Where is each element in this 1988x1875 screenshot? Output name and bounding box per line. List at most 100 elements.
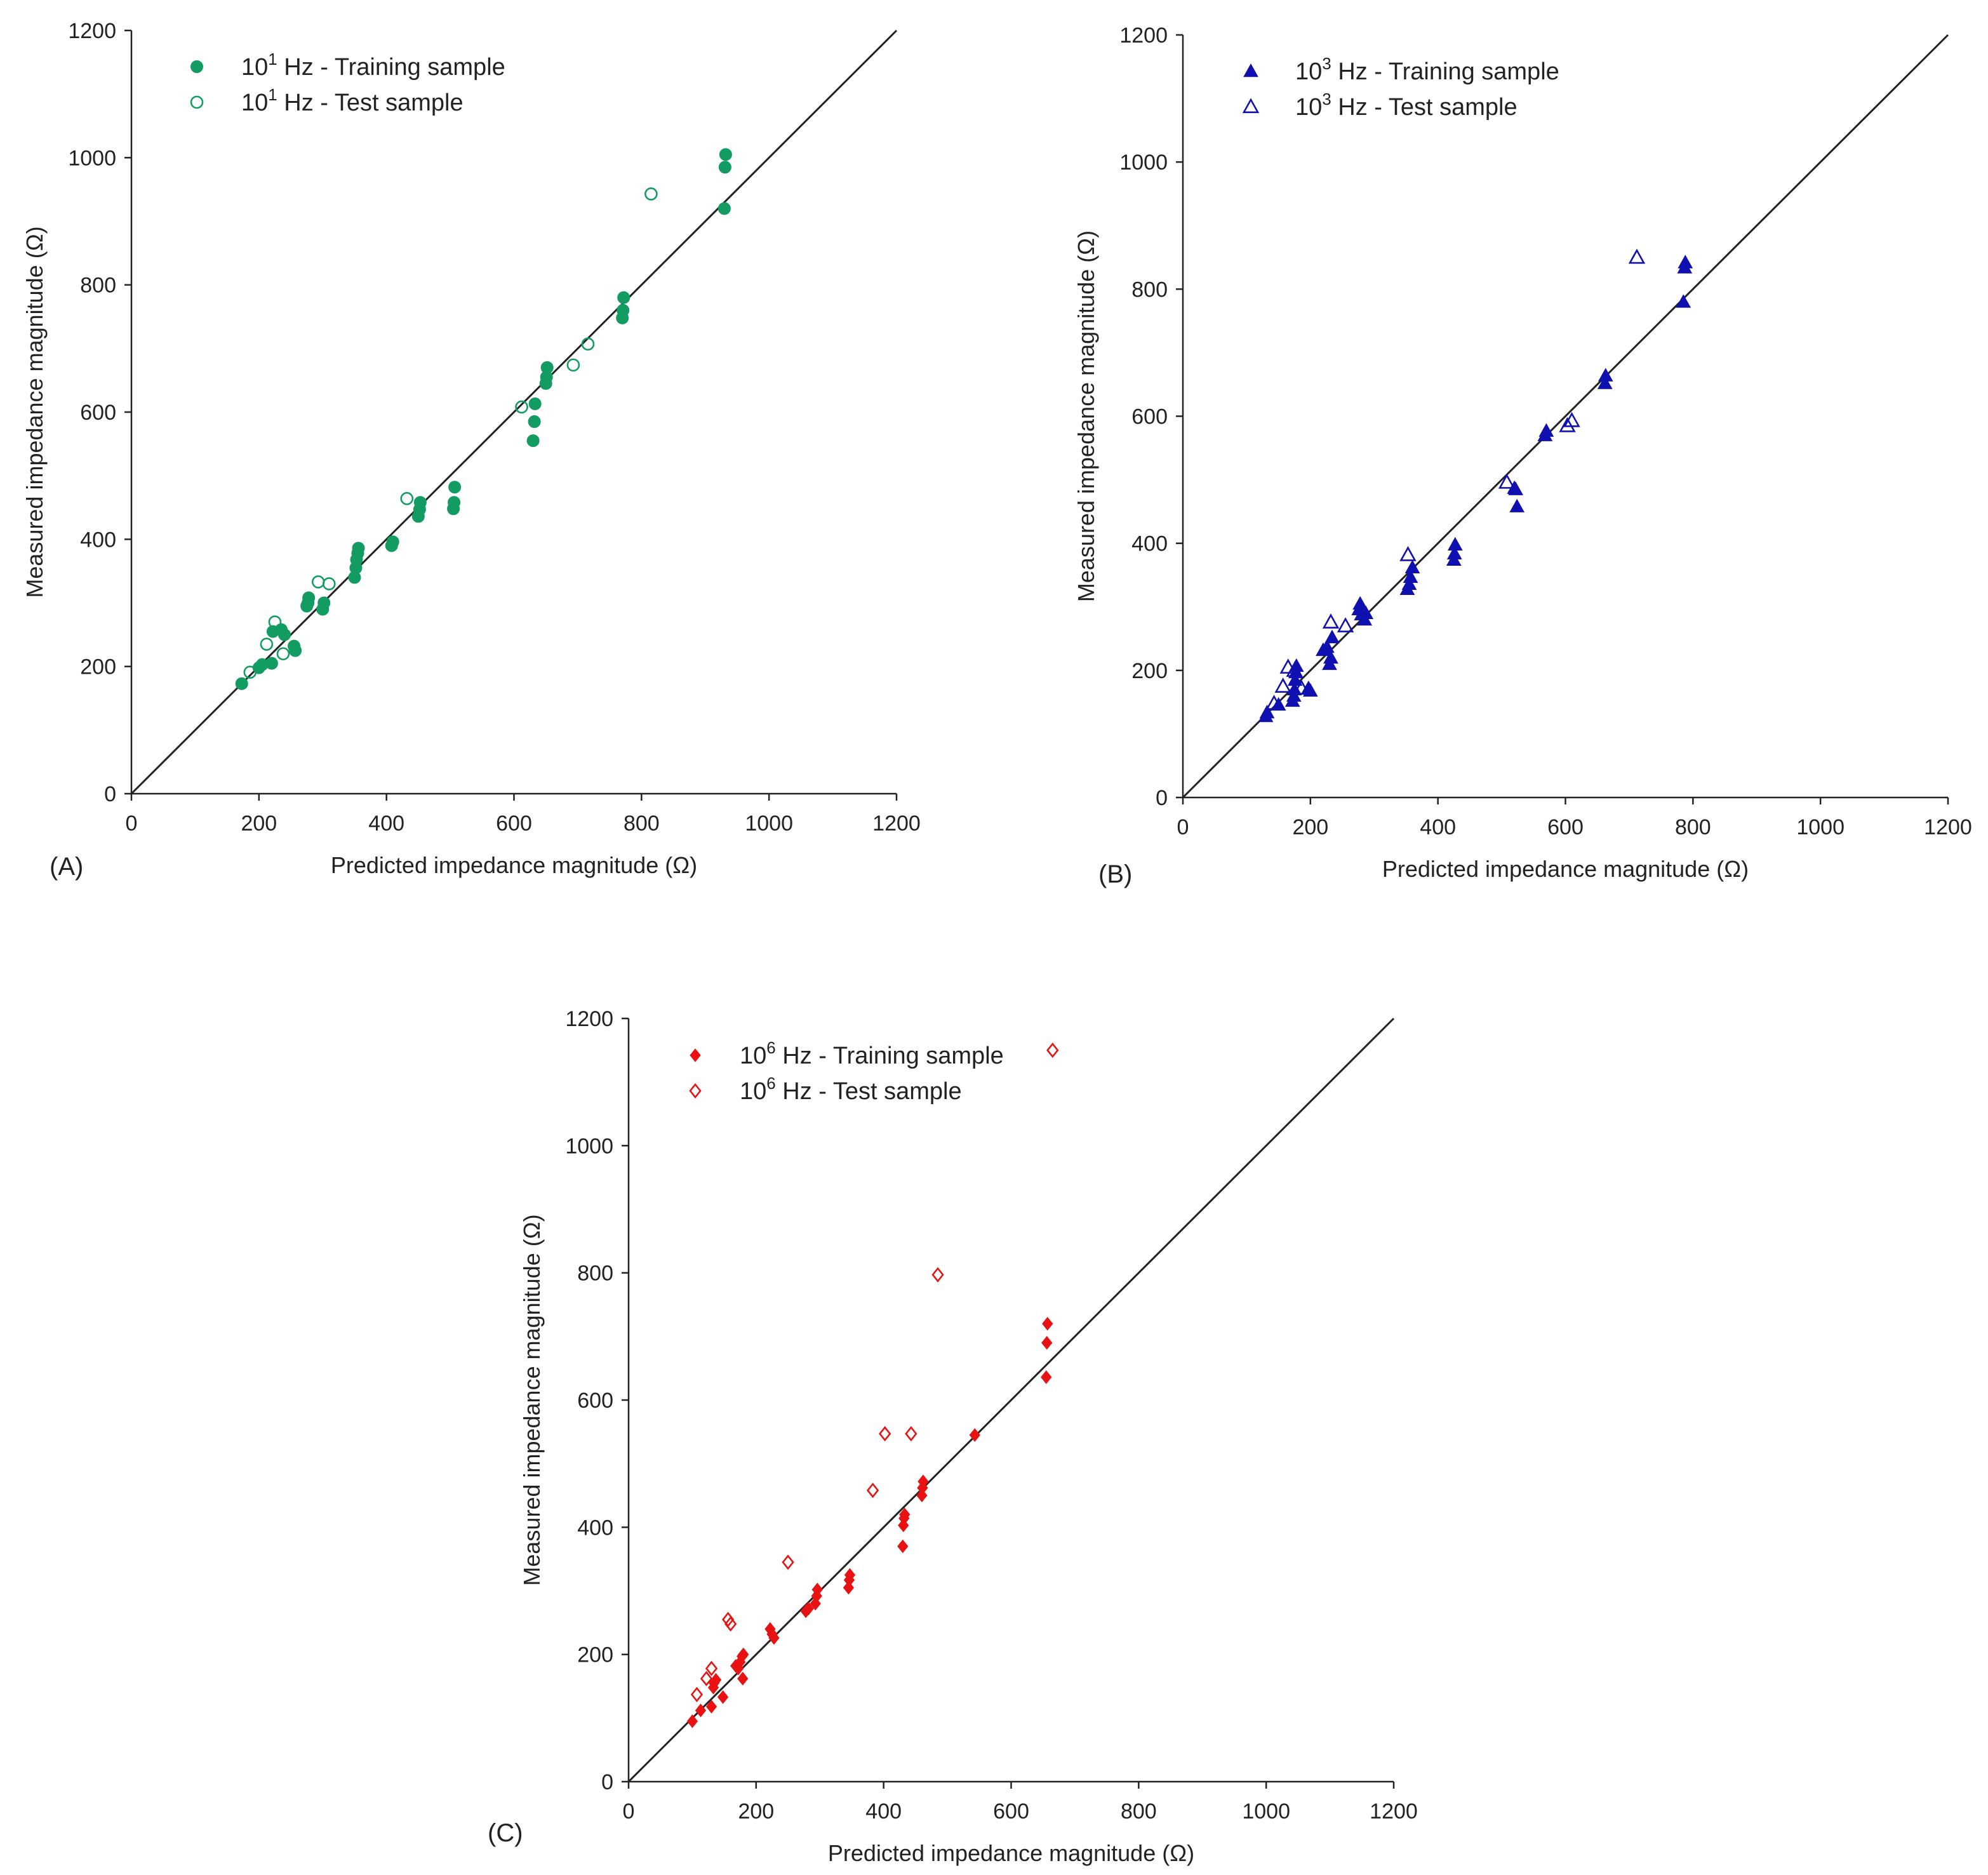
data-point — [235, 677, 248, 690]
data-point — [969, 1428, 980, 1442]
legend-label-exponent: 6 — [766, 1074, 775, 1093]
x-axis-title: Predicted impedance magnitude (Ω) — [828, 1840, 1194, 1866]
legend-marker — [1243, 63, 1258, 77]
panel-label: (C) — [488, 1819, 523, 1847]
legend-label: 101 Hz - Test sample — [241, 85, 464, 116]
y-tick-label: 800 — [577, 1262, 613, 1286]
x-tick-label: 400 — [865, 1799, 902, 1824]
data-point — [260, 637, 274, 651]
data-point — [1538, 423, 1554, 437]
data-point — [738, 1647, 749, 1662]
data-point — [1563, 411, 1580, 427]
data-point — [581, 337, 595, 351]
x-tick-label: 200 — [241, 811, 277, 836]
data-point — [844, 1568, 856, 1582]
x-tick-label: 0 — [1177, 815, 1189, 839]
series-test — [1265, 248, 1646, 710]
x-tick-label: 600 — [496, 811, 532, 836]
data-point — [1628, 248, 1646, 264]
x-tick-label: 200 — [1292, 815, 1328, 839]
x-tick-label: 1000 — [745, 811, 793, 836]
data-point — [1274, 677, 1291, 693]
series-test — [243, 187, 658, 679]
data-point — [1678, 255, 1693, 269]
data-point — [1597, 375, 1613, 389]
legend-label-base: 10 — [740, 1078, 766, 1105]
data-point — [1358, 605, 1374, 620]
chart-c: 0 200 400 600 800 1000 1200 0 200 400 600 800 1000 12… — [488, 1007, 1418, 1866]
data-point — [317, 596, 331, 610]
y-tick-label: 0 — [1156, 786, 1168, 810]
data-point — [528, 415, 541, 429]
data-point — [1041, 1336, 1053, 1350]
data-point — [1287, 672, 1303, 686]
x-tick-label: 1200 — [872, 811, 921, 836]
y-tick-label: 1000 — [1119, 150, 1168, 175]
data-point — [866, 1483, 879, 1498]
x-tick-label: 1200 — [1924, 815, 1972, 839]
legend-marker — [190, 60, 203, 73]
data-point — [690, 1686, 704, 1702]
legend-marker — [690, 1048, 701, 1062]
data-point — [782, 1554, 794, 1570]
y-tick-label: 1200 — [68, 19, 116, 43]
chart-b: 0 200 400 600 800 1000 1200 0 200 400 600 800 1000 12… — [1073, 23, 1972, 888]
series-training — [1258, 255, 1693, 723]
y-tick-label: 600 — [577, 1389, 613, 1413]
legend-marker — [1242, 98, 1260, 114]
data-point — [1324, 629, 1340, 644]
data-point — [528, 397, 542, 410]
legend-label-exponent: 6 — [766, 1038, 775, 1057]
data-point — [717, 202, 731, 215]
legend-label: 101 Hz - Training sample — [241, 50, 505, 81]
legend-label-rest: Hz - Test sample — [277, 90, 464, 116]
x-tick-label: 0 — [126, 811, 138, 836]
data-point — [705, 1660, 718, 1676]
data-point — [803, 1601, 814, 1616]
x-tick-label: 200 — [738, 1799, 774, 1824]
y-tick-label: 1200 — [565, 1007, 613, 1031]
data-point — [276, 647, 290, 660]
legend-label-rest: Hz - Test sample — [776, 1078, 962, 1105]
y-tick-label: 800 — [1131, 277, 1168, 302]
data-point — [644, 187, 658, 201]
data-point — [899, 1507, 911, 1522]
y-axis-title: Measured impedance magnitude (Ω) — [519, 1214, 545, 1585]
data-point — [302, 591, 316, 604]
data-point — [1323, 650, 1338, 664]
data-point — [718, 161, 731, 174]
y-axis-title: Measured impedance magnitude (Ω) — [1073, 230, 1099, 602]
x-tick-label: 0 — [623, 1799, 635, 1824]
data-point — [400, 491, 414, 505]
data-point — [695, 1704, 707, 1718]
x-tick-label: 400 — [1420, 815, 1456, 839]
data-point — [352, 542, 365, 555]
y-tick-label: 200 — [80, 655, 116, 679]
legend-label-rest: Hz - Training sample — [1331, 58, 1559, 85]
data-point — [768, 1631, 780, 1645]
legend-label-exponent: 1 — [268, 85, 277, 104]
x-tick-label: 800 — [624, 811, 660, 836]
data-point — [917, 1474, 929, 1489]
data-point — [931, 1267, 944, 1283]
x-tick-label: 800 — [1121, 1799, 1157, 1824]
data-point — [686, 1714, 698, 1728]
data-point — [1447, 537, 1463, 550]
data-point — [700, 1671, 713, 1686]
x-tick-label: 800 — [1675, 815, 1711, 839]
legend-label: 103 Hz - Test sample — [1295, 90, 1518, 121]
data-point — [897, 1539, 909, 1554]
data-point — [719, 148, 732, 161]
x-tick-label: 400 — [368, 811, 404, 836]
legend-label-exponent: 1 — [268, 50, 277, 69]
legend-label-rest: Hz - Training sample — [277, 54, 505, 81]
panel-label: (B) — [1098, 860, 1132, 888]
y-tick-label: 600 — [80, 401, 116, 425]
data-point — [268, 615, 282, 629]
y-tick-label: 1000 — [565, 1134, 613, 1158]
data-point — [1403, 569, 1418, 584]
legend-marker — [689, 1083, 702, 1099]
data-point — [1399, 546, 1417, 561]
